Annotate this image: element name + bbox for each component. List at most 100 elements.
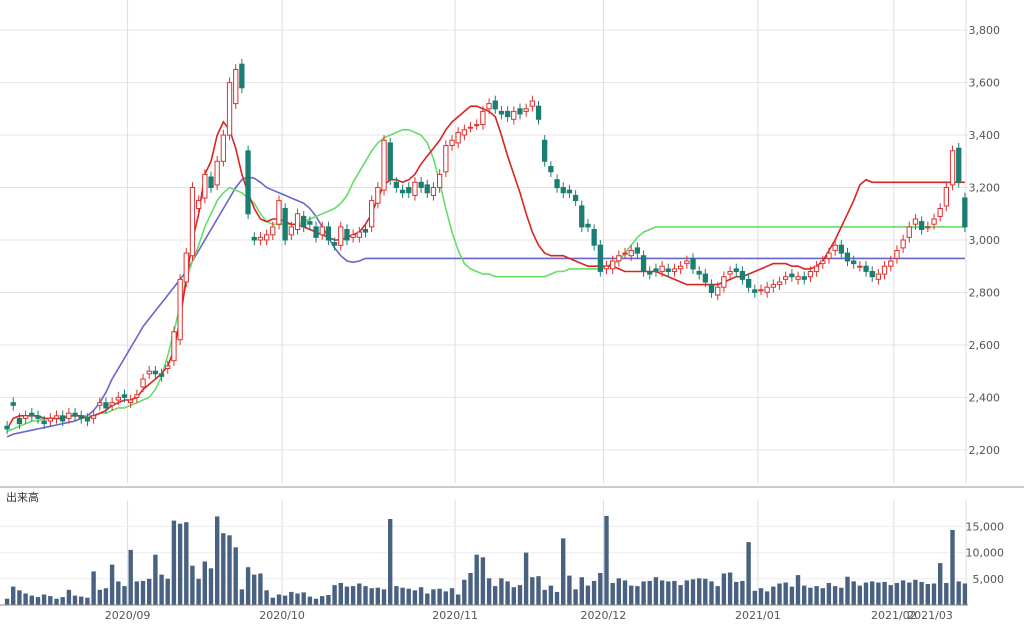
candle-body [844,252,851,262]
candle-body [684,260,690,265]
volume-bar [808,587,813,605]
candle-body [66,412,72,419]
volume-bar [956,581,961,605]
candle-body [764,286,770,293]
candle-body [121,394,128,398]
volume-bar [888,585,893,605]
volume-bar [814,586,819,605]
volume-bar [789,586,795,605]
volume-tick-label: 10,000 [966,547,1005,560]
candle-body [239,63,245,89]
candle-body [264,234,270,241]
volume-bar [826,583,832,605]
volume-bar [307,596,313,605]
volume-bar [153,554,158,605]
candle-body [826,252,832,259]
price-tick-label: 2,800 [969,286,1001,299]
candle-body [789,273,795,278]
volume-bar [771,586,776,605]
volume-bar [802,585,807,605]
candle-body [474,124,480,127]
volume-bar [752,590,757,605]
candle-body [505,110,511,118]
date-tick-label: 2020/09 [105,609,151,622]
volume-bar [505,581,510,605]
volume-bar [734,581,739,605]
candle-body [350,234,356,238]
candle-body [47,417,54,422]
volume-bar [647,580,652,605]
volume-bar [598,573,603,605]
price-tick-label: 3,800 [969,24,1001,37]
candle-body [529,100,536,107]
date-tick-label: 2020/10 [259,609,305,622]
volume-bar [344,586,350,605]
candle-body [356,231,363,238]
candle-body [739,271,746,280]
volume-bar [474,554,479,605]
candle-body [548,166,554,173]
candle-body [919,221,925,231]
candle-body [640,255,647,272]
candle-body [832,244,838,251]
candle-body [820,260,826,265]
date-tick-label: 2020/11 [432,609,478,622]
candle-body [90,415,97,419]
volume-bar [394,586,399,605]
volume-bar [567,575,572,605]
candle-body [288,226,295,236]
candle-body [418,181,424,189]
candle-body [498,110,505,115]
candle-body [776,281,783,286]
candle-body [165,365,171,369]
volume-bar [517,585,523,605]
candle-body [795,276,801,280]
date-tick-label: 2021/03 [907,609,953,622]
candle-body [319,226,325,236]
candle-body [202,173,208,199]
volume-bar [431,589,436,605]
volume-bar [462,579,467,605]
candle-body [758,289,764,292]
candle-body [171,331,177,362]
candle-body [245,150,251,215]
candle-body [906,226,912,238]
candle-body [888,260,894,267]
candle-body [430,187,437,196]
volume-bar [900,580,906,605]
candle-body [72,412,78,417]
candle-body [702,273,709,283]
volume-axis-labels: 5,000 10,000 15,000 [966,520,1005,585]
candle-body [560,187,566,194]
candle-body [226,82,233,136]
volume-bar [653,577,659,605]
volume-bar [400,587,405,605]
candle-body [424,184,430,194]
volume-bar [17,590,22,605]
candle-body [152,370,158,375]
volume-bar [629,585,634,605]
candle-body [752,289,758,293]
volume-bar [548,585,554,605]
volume-bar [425,593,430,605]
volume-bar [190,565,195,605]
volume-bar [690,579,696,605]
volume-bar [894,583,900,605]
volume-bar [839,587,844,605]
volume-bar [301,592,306,605]
volume-bar [289,591,294,605]
volume-bar [233,547,238,605]
candle-body [97,402,103,406]
volume-bar [116,581,121,605]
candle-body [807,271,814,278]
volume-bar [944,583,949,605]
volume-bar [103,588,109,605]
volume-bar [851,581,856,605]
volume-bar [388,519,393,605]
volume-bar [931,583,937,605]
candle-body [956,147,962,183]
price-tick-label: 2,600 [969,339,1001,352]
candle-body [511,110,517,120]
volume-bar [486,578,492,605]
